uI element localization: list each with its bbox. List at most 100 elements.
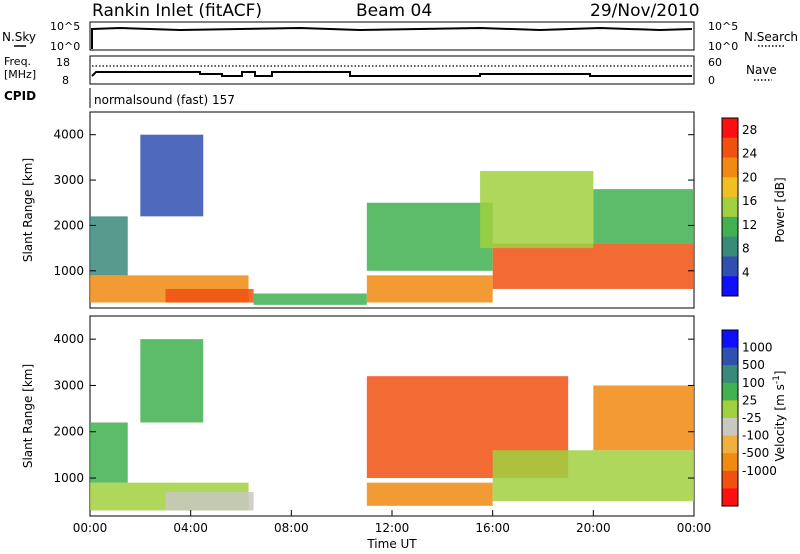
nsky-tick-bottom: 10^0 [50, 40, 80, 53]
velocity-heatmap [90, 339, 694, 511]
nave-label: Nave [746, 63, 777, 77]
velocity-colorbar-tick-4: -25 [742, 411, 762, 425]
velocity-colorbar-swatch-5 [722, 418, 738, 437]
velocity-xtick-label-6: 00:00 [677, 521, 712, 535]
nsky-tick-top: 10^5 [50, 20, 80, 33]
freq-tick-top: 18 [56, 56, 70, 69]
power-cell-6 [366, 202, 493, 271]
power-cell-5 [366, 275, 493, 303]
velocity-cell-2 [140, 339, 204, 423]
power-colorbar-swatch-3 [722, 177, 738, 198]
power-yticks: 1000 2000 3000 4000 [53, 128, 694, 278]
power-ytick-label-2: 3000 [53, 173, 84, 187]
velocity-ytick-label-1: 2000 [53, 425, 84, 439]
power-colorbar-tick-5: 24 [742, 147, 757, 161]
power-ytick-label-1: 2000 [53, 218, 84, 232]
freq-tick-bottom: 8 [62, 74, 69, 87]
power-colorbar-swatch-8 [722, 276, 738, 297]
power-colorbar-tick-2: 12 [742, 218, 757, 232]
freq-panel-frame [89, 55, 695, 85]
power-colorbar-tick-1: 8 [742, 242, 750, 256]
nsearch-tick-bottom: 10^0 [708, 40, 738, 53]
power-colorbar-frame [721, 117, 739, 297]
freq-label-1: Freq. [4, 55, 31, 68]
velocity-colorbar-swatch-0 [722, 330, 738, 349]
velocity-colorbar-label: Velocity [m s-1] [772, 371, 787, 462]
velocity-colorbar-swatch-9 [722, 488, 738, 507]
velocity-colorbar-label-sup: -1 [772, 375, 782, 384]
velocity-xlabel: Time UT [366, 537, 417, 551]
nave-tick-bottom: 0 [708, 74, 715, 87]
velocity-xticks: 00:00 04:00 08:00 12:00 16:00 20:00 00:00 [73, 510, 712, 535]
power-cell-3 [165, 288, 254, 303]
nsky-trace [91, 26, 693, 32]
power-colorbar-tick-6: 28 [742, 123, 757, 137]
velocity-cell-6 [492, 450, 694, 502]
power-colorbar-swatch-5 [722, 216, 738, 238]
power-cell-4 [253, 293, 367, 305]
velocity-cell-1 [90, 422, 128, 483]
power-ytick-label-0: 1000 [53, 264, 84, 278]
power-colorbar: 4 8 12 16 20 24 28 [721, 117, 757, 297]
velocity-xtick-label-3: 12:00 [375, 521, 410, 535]
velocity-colorbar: 1000 500 100 25 -25 -100 -500 -1000 [721, 329, 777, 507]
power-ylabel: Slant Range [km] [21, 158, 35, 262]
velocity-xtick-label-5: 20:00 [576, 521, 611, 535]
velocity-xtick-label-1: 04:00 [173, 521, 208, 535]
velocity-colorbar-swatch-7 [722, 453, 738, 472]
power-colorbar-swatch-7 [722, 256, 738, 277]
power-colorbar-swatch-6 [722, 236, 738, 257]
velocity-ylabel: Slant Range [km] [21, 364, 35, 468]
velocity-colorbar-swatch-3 [722, 382, 738, 401]
nsearch-tick-top: 10^5 [708, 20, 738, 33]
velocity-colorbar-frame [721, 329, 739, 507]
velocity-xtick-label-0: 00:00 [73, 521, 108, 535]
power-colorbar-swatch-2 [722, 157, 738, 178]
velocity-xtick-label-2: 08:00 [274, 521, 309, 535]
power-colorbar-tick-4: 20 [742, 170, 757, 184]
cpid-value: normalsound (fast) 157 [94, 93, 235, 107]
nave-tick-top: 60 [708, 56, 722, 69]
velocity-ytick-label-3: 4000 [53, 332, 84, 346]
freq-label-2: [MHz] [4, 68, 36, 81]
velocity-yticks: 1000 2000 3000 4000 [53, 332, 694, 485]
power-heatmap [90, 134, 694, 305]
velocity-colorbar-tick-0: 1000 [742, 341, 773, 355]
power-panel: 1000 2000 3000 4000 Slant Range [km] 4 8 12 16… [21, 111, 787, 309]
power-cell-8 [480, 170, 594, 249]
cpid-label: CPID [4, 89, 36, 103]
power-colorbar-tick-0: 4 [742, 265, 750, 279]
velocity-colorbar-tick-3: 25 [742, 393, 757, 407]
velocity-ytick-label-2: 3000 [53, 378, 84, 392]
velocity-cell-7 [593, 385, 694, 451]
power-colorbar-swatch-0 [722, 118, 738, 139]
velocity-colorbar-swatch-1 [722, 347, 738, 366]
power-ytick-label-3: 4000 [53, 128, 84, 142]
velocity-colorbar-swatch-6 [722, 435, 738, 454]
velocity-xtick-label-4: 16:00 [475, 521, 510, 535]
freq-trace [91, 71, 692, 77]
date-label: 29/Nov/2010 [590, 1, 700, 21]
power-cell-7 [492, 243, 694, 289]
velocity-colorbar-swatch-8 [722, 470, 738, 489]
velocity-ytick-label-0: 1000 [53, 471, 84, 485]
velocity-colorbar-tick-6: -500 [742, 446, 769, 460]
power-cell-1 [90, 216, 128, 276]
velocity-colorbar-label-main: Velocity [m s [773, 384, 787, 461]
power-cell-2 [140, 134, 204, 217]
power-cell-9 [593, 189, 694, 244]
plot-title: Rankin Inlet (fitACF) [92, 1, 262, 21]
power-colorbar-tick-3: 16 [742, 194, 757, 208]
velocity-colorbar-tick-1: 500 [742, 358, 765, 372]
nsky-label: N.Sky [2, 30, 36, 44]
velocity-colorbar-tick-2: 100 [742, 376, 765, 390]
nsky-panel-frame [89, 21, 695, 51]
beam-label: Beam 04 [356, 1, 432, 21]
velocity-colorbar-swatch-4 [722, 400, 738, 419]
power-colorbar-swatch-1 [722, 137, 738, 159]
velocity-cell-3 [165, 491, 254, 511]
velocity-colorbar-tick-5: -100 [742, 429, 769, 443]
velocity-colorbar-swatch-2 [722, 365, 738, 384]
velocity-colorbar-tick-7: -1000 [742, 464, 777, 478]
